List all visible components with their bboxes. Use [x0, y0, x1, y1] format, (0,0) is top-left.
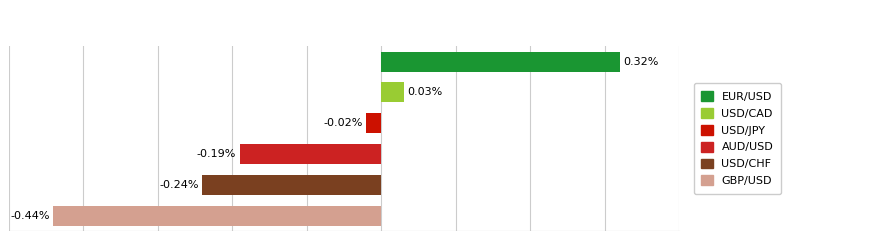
- Text: -0.19%: -0.19%: [197, 149, 236, 159]
- Bar: [381, 52, 620, 72]
- Text: 0.32%: 0.32%: [624, 57, 658, 67]
- Text: 0.03%: 0.03%: [408, 87, 442, 97]
- Bar: [202, 175, 381, 195]
- Bar: [53, 206, 381, 226]
- Text: -0.24%: -0.24%: [159, 180, 199, 190]
- Legend: EUR/USD, USD/CAD, USD/JPY, AUD/USD, USD/CHF, GBP/USD: EUR/USD, USD/CAD, USD/JPY, AUD/USD, USD/…: [693, 83, 781, 194]
- Bar: [367, 113, 381, 133]
- Text: -0.44%: -0.44%: [10, 211, 50, 221]
- Text: Benchmark Currency Rates - Daily Gainers & Losers: Benchmark Currency Rates - Daily Gainers…: [213, 13, 658, 28]
- Bar: [240, 144, 381, 164]
- Text: -0.02%: -0.02%: [323, 118, 362, 128]
- Bar: [381, 82, 403, 102]
